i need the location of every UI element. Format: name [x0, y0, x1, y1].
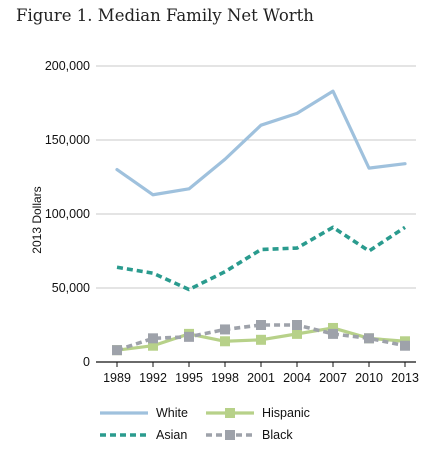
data-point-hispanic	[220, 336, 230, 346]
legend-label: Black	[262, 428, 293, 442]
series-line-white	[117, 91, 405, 195]
x-tick-label: 1998	[211, 371, 239, 385]
y-tick-label: 100,000	[45, 207, 90, 221]
data-point-black	[328, 329, 338, 339]
y-tick-label: 150,000	[45, 133, 90, 147]
data-point-black	[220, 324, 230, 334]
data-point-black	[292, 320, 302, 330]
y-tick-label: 200,000	[45, 59, 90, 73]
legend-item-white: White	[100, 406, 188, 420]
x-tick-label: 2004	[283, 371, 311, 385]
series-line-asian	[117, 227, 405, 289]
axes	[96, 362, 416, 367]
series-markers	[112, 320, 410, 355]
data-point-black	[364, 333, 374, 343]
legend-item-hispanic: Hispanic	[206, 406, 310, 420]
x-tick-label: 2010	[355, 371, 383, 385]
x-tick-label: 1989	[103, 371, 131, 385]
data-point-black	[256, 320, 266, 330]
data-point-black	[400, 341, 410, 351]
x-tick-label: 2007	[319, 371, 347, 385]
series-lines	[117, 91, 405, 350]
y-tick-label: 50,000	[52, 281, 90, 295]
data-point-black	[184, 332, 194, 342]
data-point-black	[112, 345, 122, 355]
y-axis-label: 2013 Dollars	[30, 186, 44, 253]
x-tick-label: 2001	[247, 371, 275, 385]
legend-item-black: Black	[206, 428, 293, 442]
data-point-hispanic	[256, 335, 266, 345]
legend: White Hispanic Asian Black	[100, 406, 310, 442]
legend-label: Hispanic	[262, 406, 310, 420]
legend-label: Asian	[156, 428, 187, 442]
data-point-hispanic	[292, 329, 302, 339]
data-point-black	[148, 333, 158, 343]
x-tick-label: 1992	[139, 371, 167, 385]
x-tick-label: 1995	[175, 371, 203, 385]
x-tick-label: 2013	[391, 371, 419, 385]
legend-label: White	[156, 406, 188, 420]
legend-swatch-marker	[225, 408, 235, 418]
legend-swatch-marker	[225, 430, 235, 440]
y-tick-label: 0	[83, 355, 90, 369]
legend-item-asian: Asian	[100, 428, 187, 442]
